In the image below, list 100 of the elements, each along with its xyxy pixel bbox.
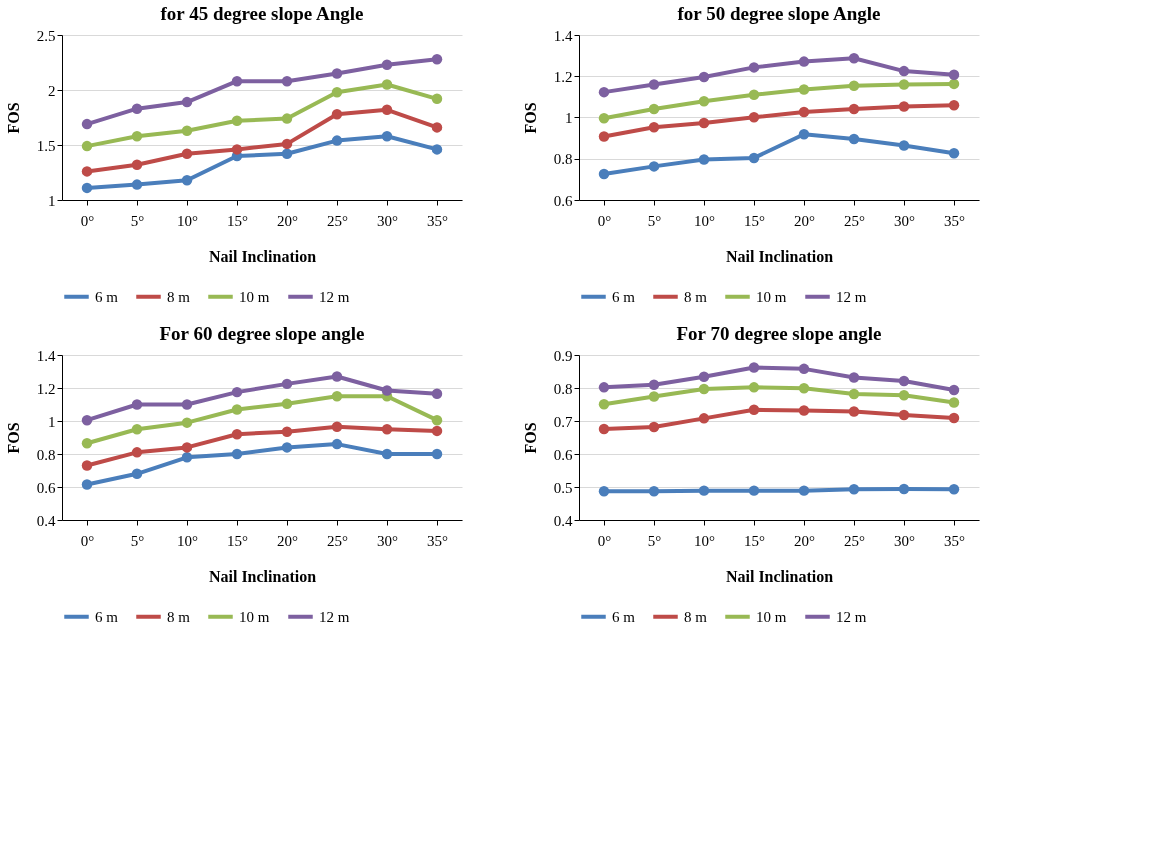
point: [898, 375, 910, 387]
x-tick-label: 15°: [227, 212, 248, 229]
x-tick-label: 30°: [377, 212, 398, 229]
legend-label: 10 m: [239, 608, 270, 625]
point: [748, 62, 760, 73]
x-tick-label: 35°: [944, 532, 965, 549]
point: [748, 362, 760, 373]
point: [848, 372, 860, 383]
point: [798, 383, 810, 394]
point: [81, 414, 93, 426]
point: [698, 117, 710, 129]
y-tick-label: 1.2: [553, 68, 573, 85]
point: [331, 108, 343, 120]
point: [381, 385, 393, 396]
y-tick-label: 2.5: [36, 27, 56, 44]
y-tick-label: 0.8: [553, 151, 573, 168]
point: [281, 113, 293, 124]
point: [698, 383, 710, 395]
point: [331, 371, 343, 382]
point: [648, 486, 660, 497]
point: [231, 115, 243, 127]
point: [798, 128, 810, 140]
y-tick-label: 0.7: [553, 413, 573, 430]
point: [798, 363, 810, 375]
legend-label: 8 m: [684, 608, 708, 625]
point: [181, 174, 193, 186]
chart-title: for 50 degree slope Angle: [677, 3, 881, 24]
point: [131, 447, 143, 458]
x-tick-label: 5°: [130, 212, 145, 229]
point: [648, 121, 660, 133]
point: [281, 426, 293, 437]
point: [898, 409, 910, 421]
point: [181, 442, 193, 453]
point: [848, 103, 860, 115]
point: [431, 425, 443, 437]
point: [948, 78, 960, 90]
point: [181, 96, 193, 108]
point: [898, 140, 910, 151]
x-tick-label: 5°: [647, 212, 662, 229]
x-tick-label: 0°: [80, 212, 95, 229]
point: [431, 448, 443, 460]
point: [648, 103, 660, 115]
point: [431, 93, 443, 105]
point: [848, 406, 860, 417]
point: [598, 486, 610, 497]
point: [381, 104, 393, 116]
point: [898, 79, 910, 90]
point: [181, 125, 193, 136]
point: [431, 53, 443, 65]
point: [281, 138, 293, 150]
point: [431, 388, 443, 400]
y-tick-label: 0.6: [553, 192, 573, 209]
point: [648, 161, 660, 172]
x-tick-label: 10°: [694, 212, 715, 229]
x-tick-label: 25°: [327, 212, 348, 229]
point: [898, 483, 910, 495]
point: [281, 442, 293, 453]
x-tick-label: 0°: [80, 532, 95, 549]
point: [331, 421, 343, 433]
point: [948, 147, 960, 159]
y-tick-label: 0.4: [553, 512, 573, 529]
point: [281, 398, 293, 409]
point: [748, 485, 760, 496]
point: [381, 448, 393, 460]
x-tick-label: 30°: [377, 532, 398, 549]
x-tick-label: 25°: [844, 212, 865, 229]
x-axis-title: Nail Inclination: [208, 247, 317, 265]
point: [798, 485, 810, 496]
point: [281, 148, 293, 160]
point: [898, 65, 910, 77]
point: [431, 414, 443, 426]
y-axis-title: FOS: [4, 102, 22, 134]
legend-label: 6 m: [95, 288, 119, 305]
x-tick-label: 35°: [427, 532, 448, 549]
point: [698, 413, 710, 424]
y-tick-label: 1.2: [36, 380, 56, 397]
legend-label: 6 m: [95, 608, 119, 625]
point: [131, 399, 143, 410]
x-tick-label: 30°: [894, 212, 915, 229]
legend-label: 12 m: [319, 288, 350, 305]
point: [181, 148, 193, 160]
y-tick-label: 1: [565, 110, 573, 126]
point: [131, 468, 143, 480]
point: [331, 68, 343, 79]
point: [798, 405, 810, 416]
point: [598, 382, 610, 393]
x-axis-title: Nail Inclination: [208, 567, 317, 585]
point: [948, 384, 960, 396]
chart-title: for 45 degree slope Angle: [160, 3, 364, 24]
point: [431, 144, 443, 155]
legend-label: 8 m: [167, 288, 191, 305]
y-tick-label: 0.5: [553, 479, 573, 496]
point: [848, 133, 860, 145]
point: [381, 79, 393, 90]
point: [131, 179, 143, 190]
x-tick-label: 20°: [794, 532, 815, 549]
x-tick-label: 15°: [227, 532, 248, 549]
x-tick-label: 20°: [277, 532, 298, 549]
legend-label: 8 m: [684, 288, 708, 305]
point: [281, 378, 293, 390]
